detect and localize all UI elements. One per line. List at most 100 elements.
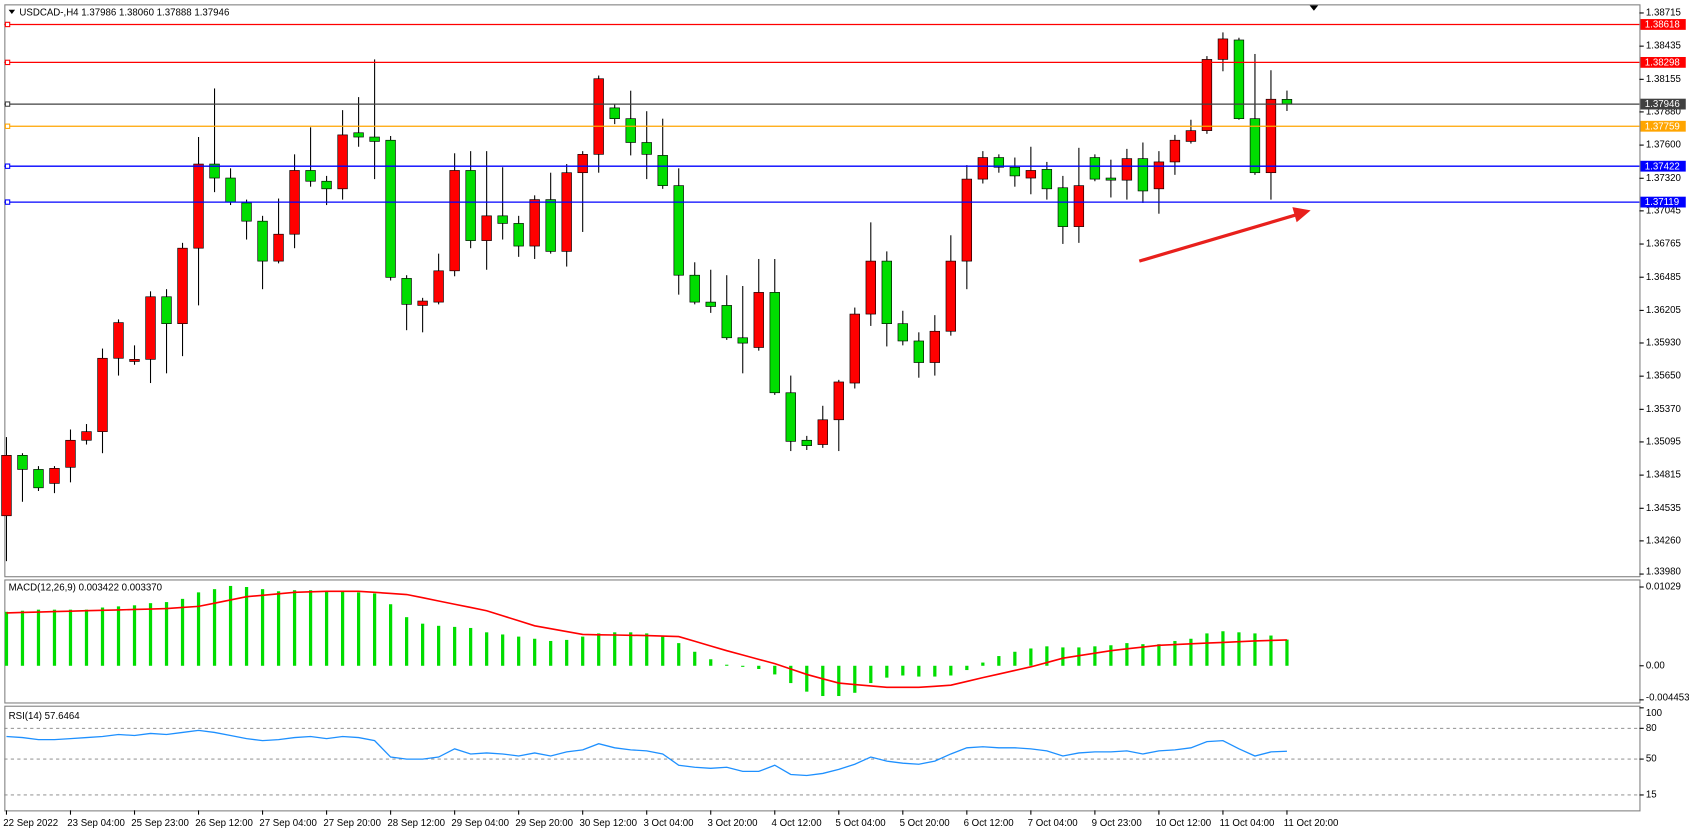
candle-body xyxy=(97,357,108,432)
macd-bar xyxy=(901,665,905,676)
macd-bar xyxy=(1013,651,1017,666)
level-label: 1.37422 xyxy=(1645,161,1680,172)
macd-bar xyxy=(276,591,281,666)
y-tick-label: 1.37045 xyxy=(1646,205,1681,216)
candle-body xyxy=(17,455,28,470)
level-label-box xyxy=(1640,98,1686,110)
macd-bar xyxy=(1253,633,1257,666)
x-tick-label: 25 Sep 23:00 xyxy=(131,818,189,829)
candle-body xyxy=(1201,59,1213,131)
macd-bar xyxy=(949,665,953,676)
macd-bar xyxy=(821,665,825,697)
y-tick-label: 1.37880 xyxy=(1646,106,1682,117)
candle-body xyxy=(977,157,989,180)
y-tick-label: 1.35650 xyxy=(1646,371,1682,382)
macd-bar xyxy=(228,585,233,666)
candle-body xyxy=(241,202,252,222)
macd-bar xyxy=(196,592,201,666)
macd-bar xyxy=(869,665,873,684)
y-tick-label: 15 xyxy=(1646,790,1657,801)
macd-bar xyxy=(1077,647,1081,666)
candle-body xyxy=(945,260,957,332)
panel-title: RSI(14) 57.6464 xyxy=(9,711,81,722)
candle-body xyxy=(497,215,508,224)
level-label-box xyxy=(1640,196,1686,208)
candle-body xyxy=(161,296,172,324)
x-tick-label: 30 Sep 12:00 xyxy=(579,818,637,829)
macd-bar xyxy=(324,591,329,666)
candle-body xyxy=(833,381,844,421)
y-tick-label: 1.37600 xyxy=(1646,140,1682,151)
macd-bar xyxy=(340,591,345,666)
x-tick-label: 29 Sep 04:00 xyxy=(451,818,509,829)
candle-body xyxy=(1217,38,1229,60)
macd-bar xyxy=(132,605,137,666)
candle-body xyxy=(401,278,412,305)
candle-body xyxy=(145,296,156,360)
candle-body xyxy=(1137,158,1149,192)
level-label-box xyxy=(1640,160,1686,172)
x-tick-label: 28 Sep 12:00 xyxy=(387,818,445,829)
y-tick-label: 1.36765 xyxy=(1646,239,1681,250)
x-tick-label: 9 Oct 23:00 xyxy=(1092,818,1143,829)
candle-body xyxy=(305,170,316,182)
macd-bar xyxy=(837,665,841,697)
y-tick-label: 1.38715 xyxy=(1646,8,1681,19)
macd-bar xyxy=(805,665,809,692)
candle-body xyxy=(801,439,812,446)
macd-bar xyxy=(180,598,185,666)
macd-bar xyxy=(565,639,569,666)
candle-body xyxy=(209,163,220,179)
candle-body xyxy=(817,419,828,445)
macd-bar xyxy=(1141,644,1145,666)
x-tick-label: 10 Oct 12:00 xyxy=(1156,818,1212,829)
candle-body xyxy=(177,247,188,324)
x-tick-label: 29 Sep 20:00 xyxy=(515,818,573,829)
shift-marker xyxy=(1309,5,1319,11)
macd-bar xyxy=(885,665,889,678)
x-tick-label: 5 Oct 04:00 xyxy=(836,818,887,829)
macd-bar xyxy=(1093,646,1097,666)
macd-bar xyxy=(1269,635,1273,666)
candle-body xyxy=(897,323,908,342)
main-panel xyxy=(4,4,1641,578)
candle-body xyxy=(913,340,924,363)
candle-body xyxy=(769,292,780,394)
macd-bar xyxy=(965,665,969,671)
x-tick-label: 11 Oct 20:00 xyxy=(1284,818,1339,829)
candle-body xyxy=(993,157,1005,168)
macd-bar xyxy=(68,609,73,666)
macd-bar xyxy=(709,659,713,666)
signal-line xyxy=(6,590,1287,689)
x-tick-label: 7 Oct 04:00 xyxy=(1028,818,1079,829)
y-tick-label: 1.34815 xyxy=(1646,470,1681,481)
macd-bar xyxy=(533,638,537,666)
macd-bar xyxy=(517,636,521,666)
candle-body xyxy=(1057,187,1069,227)
y-tick-label: 80 xyxy=(1646,723,1657,734)
candle-body xyxy=(465,170,476,241)
macd-bar xyxy=(36,609,41,666)
macd-bar xyxy=(933,665,937,677)
candle-body xyxy=(1169,139,1181,163)
x-tick-label: 4 Oct 12:00 xyxy=(772,818,823,829)
candle-body xyxy=(1265,98,1277,174)
y-tick-label: -0.004453 xyxy=(1646,693,1689,704)
candle-body xyxy=(33,469,44,489)
level-label: 1.38298 xyxy=(1645,57,1680,68)
candle-body xyxy=(1249,118,1261,174)
candle-body xyxy=(881,260,892,324)
candle-body xyxy=(433,270,444,303)
macd-bar xyxy=(421,623,425,666)
candle-body xyxy=(1009,166,1021,177)
macd-bar xyxy=(549,640,553,666)
candle-body xyxy=(1281,99,1293,105)
x-tick-label: 27 Sep 04:00 xyxy=(259,818,317,829)
y-tick-label: 1.35095 xyxy=(1646,436,1681,447)
macd-bar xyxy=(789,665,793,684)
candle-body xyxy=(449,170,460,272)
candle-body xyxy=(1233,39,1245,119)
macd-bar xyxy=(148,603,153,666)
macd-bar xyxy=(853,665,857,693)
